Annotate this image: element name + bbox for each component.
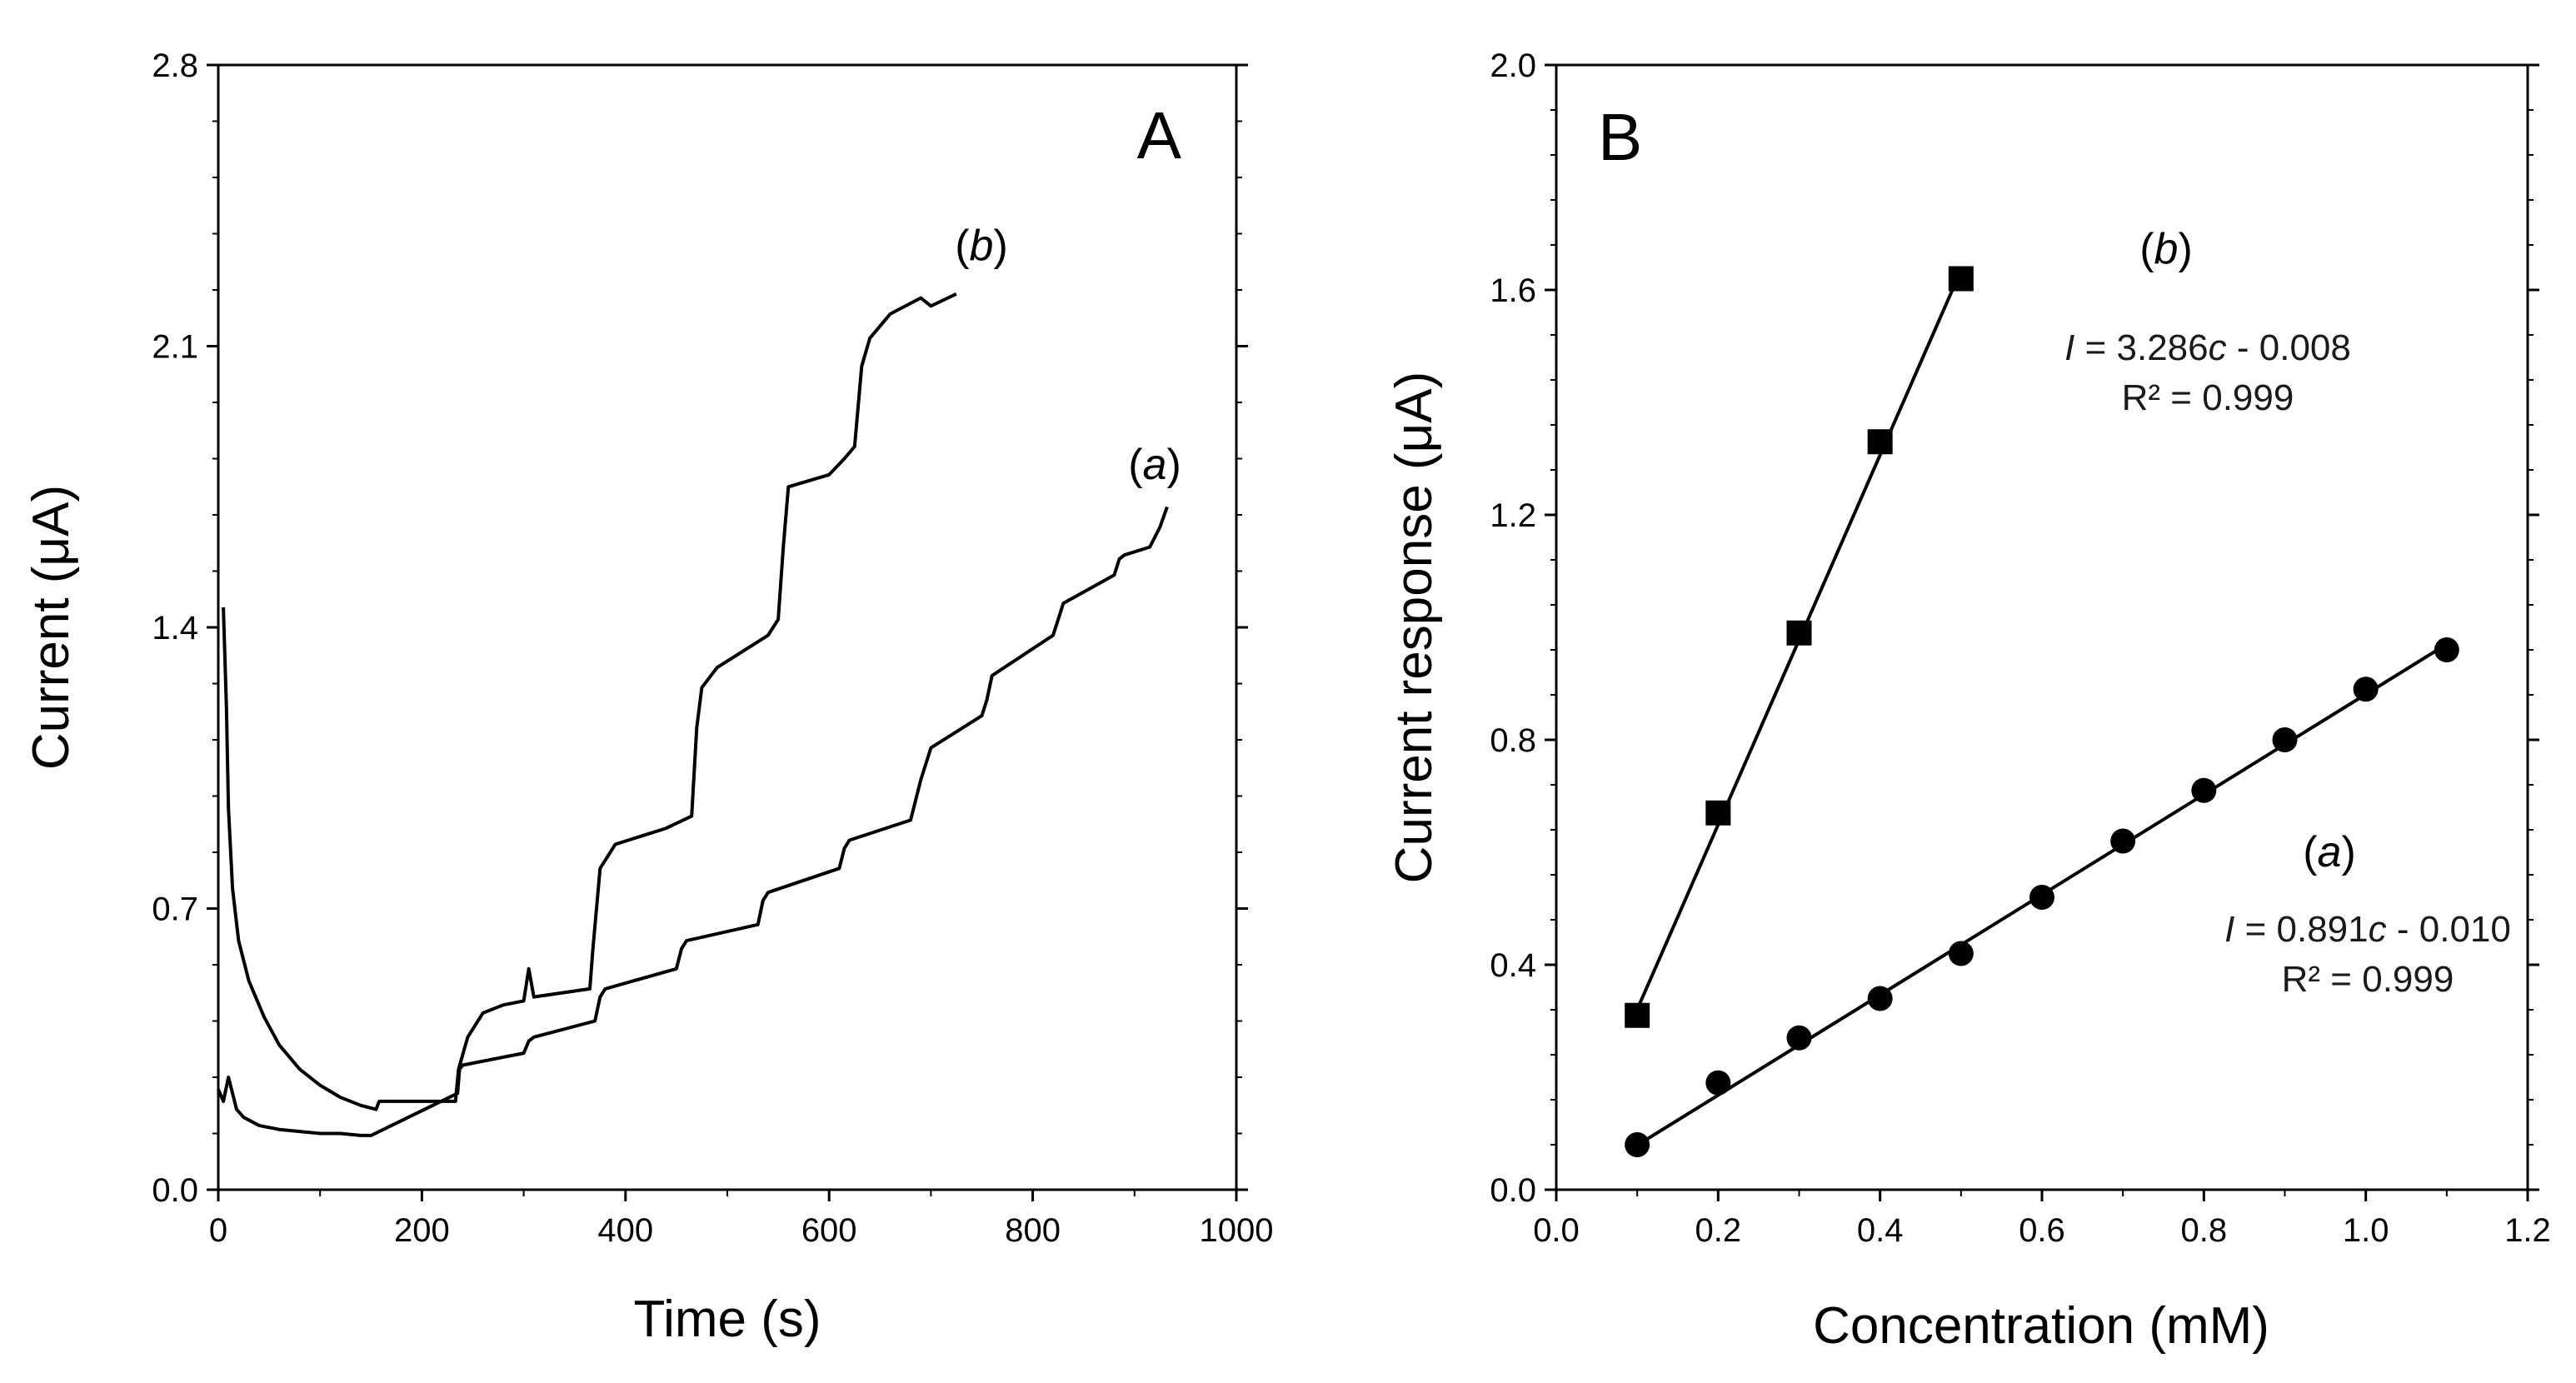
panel-a-y-ticks: 0.0 0.7 1.4 2.1 2.8 [152,47,1248,1209]
panel-a-x-tick-label: 0 [209,1212,227,1249]
panel-a-x-tick-label: 600 [801,1212,857,1249]
panel-b-series-a-point [2272,727,2298,752]
panel-a-x-tick-label: 1000 [1200,1212,1274,1249]
panel-a-x-ticks: 0 200 400 600 800 1000 [209,1190,1274,1249]
panel-b: 0.0 0.4 0.8 1.2 1.6 2.0 0.0 0.2 0.4 0.6 0.8 1.0 1.2… [1385,47,2551,1355]
panel-b-series-b-label: (b) [2139,225,2193,273]
panel-b-series-b-point [1625,1002,1650,1028]
panel-b-series-a-r2: R² = 0.999 [2282,959,2454,1000]
panel-a-y-tick-label: 2.1 [152,329,198,366]
panel-b-x-tick-label: 0.2 [1695,1212,1742,1249]
panel-a-y-tick-label: 2.8 [152,47,198,84]
panel-a-x-tick-label: 800 [1005,1212,1061,1249]
panel-b-series-b-point [1705,800,1731,826]
panel-b-series-a-point [2434,637,2459,662]
panel-a-x-tick-label: 200 [394,1212,450,1249]
panel-b-series-b-point [1786,620,1812,646]
panel-b-y-axis-title: Current response (μA) [1385,372,1443,884]
panel-a-series-b-line [222,292,957,1111]
panel-b-series [1625,266,2459,1157]
panel-b-series-b-point [1948,266,1974,292]
panel-b-y-ticks: 0.0 0.4 0.8 1.2 1.6 2.0 [1490,47,2539,1209]
panel-b-series-b-r2: R² = 0.999 [2122,377,2294,418]
panel-b-series-a-equation: I = 0.891c - 0.010 [2224,909,2511,950]
panel-b-series-a-point [2353,677,2379,702]
panel-b-y-tick-label: 2.0 [1490,47,1536,84]
panel-a-y-tick-label: 1.4 [152,610,198,647]
panel-b-series-b-equation: I = 3.286c - 0.008 [2064,327,2351,368]
panel-b-x-axis-title: Concentration (mM) [1813,1297,2269,1355]
panel-b-y-tick-label: 1.2 [1490,497,1536,534]
panel-a-x-tick-label: 400 [597,1212,653,1249]
panel-b-series-a-label: (a) [2303,828,2356,876]
panel-b-letter: B [1598,100,1642,174]
panel-b-series-a-point [2191,777,2217,803]
panel-a-series [217,292,1169,1137]
panel-b-x-tick-label: 0.6 [2019,1212,2065,1249]
panel-a-series-b-label: (b) [955,222,1008,270]
panel-b-y-tick-label: 0.4 [1490,947,1536,984]
panel-b-series-b-point [1867,429,1893,455]
panel-b-series-a-point [2029,885,2054,910]
panel-b-series-a-point [1705,1070,1731,1096]
panel-b-x-tick-label: 0.8 [2181,1212,2228,1249]
panel-a-series-a-line [217,506,1169,1137]
panel-b-y-tick-label: 1.6 [1490,272,1536,309]
panel-b-x-tick-label: 1.0 [2343,1212,2389,1249]
panel-b-series-a-point [1625,1132,1650,1157]
panel-b-y-tick-label: 0.0 [1490,1172,1536,1209]
panel-a-x-axis-title: Time (s) [634,1291,821,1348]
panel-b-series-a-point [1948,941,1974,966]
panel-b-y-tick-label: 0.8 [1490,722,1536,759]
panel-b-series-a-point [1867,986,1893,1011]
panel-a-y-tick-label: 0.7 [152,891,198,928]
panel-b-series-a-point [1786,1025,1812,1051]
panel-b-x-tick-label: 0.4 [1857,1212,1904,1249]
panel-b-x-tick-label: 1.2 [2504,1212,2551,1249]
panel-a-y-axis-title: Current (μA) [22,485,80,770]
panel-b-x-tick-label: 0.0 [1533,1212,1580,1249]
panel-a-letter: A [1137,98,1182,172]
panel-b-series-a-point [2110,828,2136,854]
panel-a-y-tick-label: 0.0 [152,1172,198,1209]
panel-a: 0.00.71.42.12.8 0 200 400 600 800 1000 A (b) … [22,47,1273,1348]
panel-b-x-ticks: 0.0 0.2 0.4 0.6 0.8 1.0 1.2 [1533,1190,2551,1249]
panel-a-series-a-label: (a) [1128,441,1181,489]
